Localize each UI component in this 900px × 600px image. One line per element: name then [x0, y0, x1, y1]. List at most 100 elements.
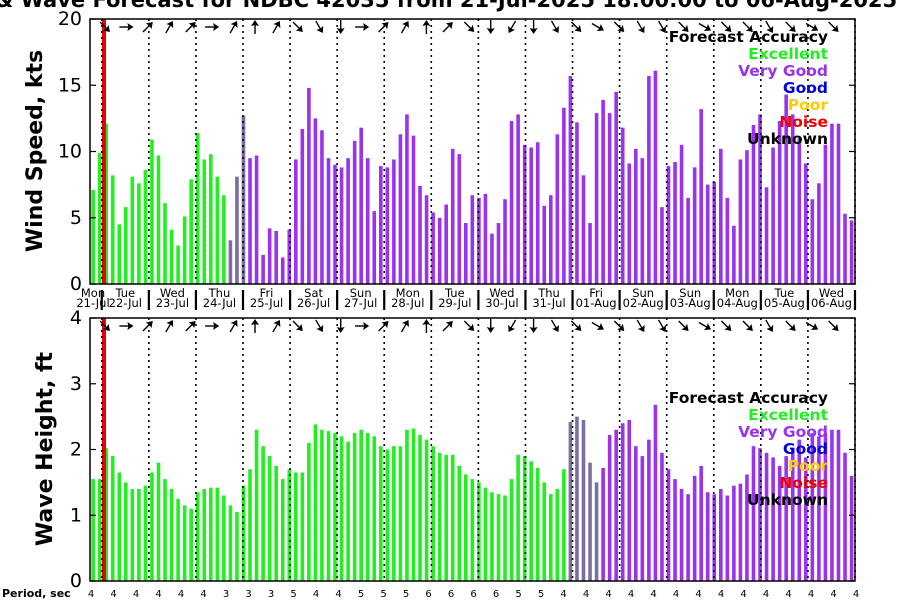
direction-arrow — [486, 20, 495, 34]
arrow-head — [188, 321, 196, 329]
direction-arrow — [251, 20, 259, 34]
direction-arrow — [422, 20, 431, 34]
bar — [313, 424, 318, 581]
bar — [248, 469, 252, 581]
bar — [254, 155, 259, 284]
arrow-head — [145, 321, 153, 329]
y-tick-label: 1 — [70, 504, 82, 526]
period-value: 4 — [313, 589, 319, 600]
arrow-head — [810, 323, 819, 330]
bar — [817, 436, 821, 581]
direction-arrow — [99, 21, 110, 32]
bar — [562, 469, 566, 581]
bar — [352, 433, 357, 581]
bar — [124, 482, 128, 582]
period-value: 4 — [785, 589, 791, 600]
arrow-head — [445, 321, 453, 329]
bar — [496, 494, 501, 581]
y-axis-label: Wave Height, ft — [33, 351, 58, 546]
bar — [823, 144, 828, 285]
y-tick-label: 10 — [58, 141, 82, 163]
bar — [836, 429, 841, 581]
bar — [725, 495, 730, 581]
arrow-head — [467, 24, 475, 32]
bar — [215, 176, 220, 284]
bar — [97, 152, 102, 284]
direction-arrow — [570, 21, 582, 32]
bar — [346, 441, 350, 581]
bar — [634, 148, 638, 284]
bar — [444, 204, 448, 284]
panel-1: 0 5 10 15 20 Wind Speed, kts Forecast Accuracy… — [23, 8, 856, 295]
direction-arrow — [828, 320, 839, 331]
period-value: 6 — [470, 589, 476, 600]
bar — [365, 433, 370, 581]
bar — [705, 492, 710, 581]
bar — [607, 435, 612, 581]
bar — [137, 183, 141, 284]
x-tick-date: 05-Aug — [764, 296, 805, 310]
bar — [732, 485, 736, 581]
x-tick-dow: Thu — [537, 286, 560, 300]
period-value: 3 — [245, 589, 251, 600]
bar — [163, 479, 167, 581]
arrow-head — [316, 324, 324, 333]
bar — [176, 498, 180, 581]
legend-item: Good — [783, 79, 828, 97]
bar — [679, 488, 684, 581]
direction-arrow — [508, 319, 517, 333]
bar — [614, 91, 618, 285]
bar — [555, 488, 560, 581]
bar — [405, 114, 409, 285]
period-value: 4 — [673, 589, 679, 600]
bar — [849, 220, 854, 284]
bar — [444, 454, 448, 581]
legend-item: Very Good — [738, 62, 828, 80]
direction-arrow — [142, 22, 153, 33]
arrow-head — [529, 28, 538, 34]
period-value: 5 — [380, 589, 386, 600]
bar — [300, 472, 305, 581]
bar — [804, 163, 808, 284]
bar — [712, 494, 717, 581]
period-value: 4 — [718, 589, 724, 600]
bar — [810, 199, 815, 284]
bar — [751, 125, 756, 284]
bar — [516, 454, 520, 581]
bar — [797, 439, 802, 581]
bar — [797, 138, 802, 284]
arrow-head — [637, 324, 645, 333]
arrow-head — [166, 319, 174, 328]
bar — [431, 446, 435, 581]
bar — [581, 419, 586, 581]
bar — [673, 162, 677, 284]
arrow-head — [508, 324, 516, 333]
bar — [660, 207, 664, 284]
bar — [411, 428, 416, 581]
bar — [457, 154, 462, 284]
arrow-head — [102, 24, 110, 32]
bar — [535, 142, 540, 284]
arrow-head — [127, 322, 134, 330]
x-tick-date: 04-Aug — [717, 296, 758, 310]
y-tick-label: 2 — [70, 439, 82, 461]
bar — [705, 184, 710, 285]
bar — [156, 462, 161, 581]
direction-arrow — [119, 23, 134, 31]
direction-arrow — [550, 319, 559, 333]
bar — [110, 456, 115, 581]
arrow-head — [810, 24, 819, 31]
period-label: Period, sec — [2, 587, 71, 600]
bar — [516, 114, 520, 285]
direction-arrow — [185, 22, 196, 33]
direction-arrow — [698, 22, 712, 31]
bar — [267, 456, 272, 581]
bar — [679, 144, 684, 285]
bar — [751, 446, 756, 581]
arrow-head — [295, 323, 303, 331]
bar — [169, 229, 174, 284]
bar — [535, 467, 540, 581]
arrow-head — [145, 22, 153, 30]
bar — [450, 454, 455, 581]
bar — [555, 134, 560, 284]
